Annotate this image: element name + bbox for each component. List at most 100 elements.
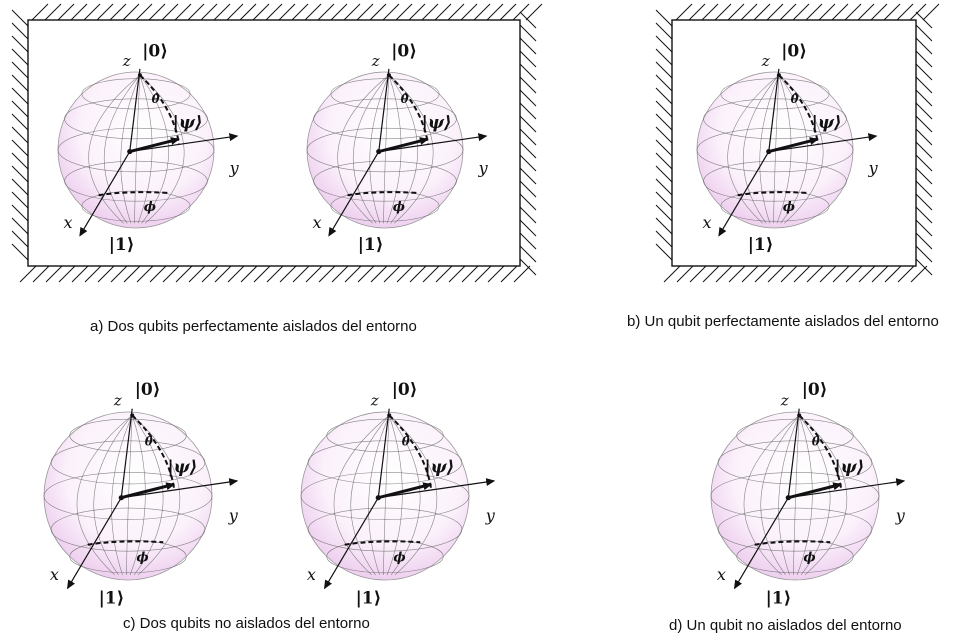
x-label: x <box>50 565 59 584</box>
caption-d: d) Un qubit no aislados del entorno <box>669 617 902 634</box>
frame-panel-b <box>655 3 940 283</box>
z-axis <box>378 68 390 152</box>
north-pole-dot <box>776 73 781 78</box>
x-label: x <box>307 565 316 584</box>
sphere-a-2: z |0⟩ θ |ψ⟩ y ϕ x |1⟩ <box>306 41 489 255</box>
x-axis <box>718 151 770 237</box>
theta-arc <box>388 414 433 490</box>
x-axis <box>734 497 789 590</box>
axes <box>79 68 239 237</box>
phi-arc <box>344 540 421 546</box>
theta-label: θ <box>402 435 410 449</box>
origin-dot <box>118 495 124 501</box>
theta-arc <box>798 414 843 490</box>
north-pole-dot <box>137 73 142 78</box>
psi-label: |ψ⟩ <box>812 113 842 133</box>
sphere-c-2: z |0⟩ θ |ψ⟩ y ϕ x |1⟩ <box>300 380 496 609</box>
caption-c: c) Dos qubits no aislados del entorno <box>123 615 370 632</box>
x-label: x <box>717 565 726 584</box>
state-vector <box>787 482 843 500</box>
z-label: z <box>761 52 770 70</box>
z-label: z <box>780 391 789 409</box>
ket0-label: |0⟩ <box>142 41 168 61</box>
ket1-label: |1⟩ <box>766 589 792 609</box>
theta-arc <box>139 74 180 144</box>
ket0-label: |0⟩ <box>781 41 807 61</box>
theta-label: θ <box>812 435 820 449</box>
z-label: z <box>122 52 131 70</box>
z-axis <box>120 408 133 498</box>
theta-label: θ <box>791 92 799 106</box>
z-axis <box>377 408 390 498</box>
sphere-grid <box>57 74 215 224</box>
ket1-label: |1⟩ <box>748 235 774 255</box>
phi-arc <box>347 191 418 197</box>
phi-label: ϕ <box>783 200 795 215</box>
axes <box>324 408 496 590</box>
theta-arc <box>388 74 429 144</box>
theta-label: θ <box>152 92 160 106</box>
phi-arc <box>98 191 169 197</box>
y-axis <box>129 133 239 153</box>
phi-label: ϕ <box>136 551 148 566</box>
y-label: y <box>868 158 879 177</box>
north-pole-dot <box>387 413 392 418</box>
sphere-d-1: z |0⟩ θ |ψ⟩ y ϕ x |1⟩ <box>710 380 906 609</box>
state-vector <box>768 137 819 154</box>
axes <box>328 68 488 237</box>
z-axis <box>787 408 800 498</box>
theta-arc <box>131 414 176 490</box>
sphere-grid <box>43 415 213 576</box>
origin-dot <box>766 148 772 155</box>
y-axis <box>788 478 906 499</box>
axes <box>734 408 906 590</box>
caption-a: a) Dos qubits perfectamente aislados del… <box>90 318 417 335</box>
state-vector <box>378 137 429 154</box>
x-axis <box>67 497 122 590</box>
axes <box>67 408 239 590</box>
state-vector <box>120 482 176 500</box>
ket0-label: |0⟩ <box>392 380 418 400</box>
sphere-grid <box>306 74 464 224</box>
phi-arc <box>737 191 808 197</box>
ket1-label: |1⟩ <box>356 589 382 609</box>
phi-label: ϕ <box>393 200 405 215</box>
phi-arc <box>87 540 164 546</box>
x-axis <box>79 151 131 237</box>
ket0-label: |0⟩ <box>802 380 828 400</box>
origin-dot <box>127 148 133 155</box>
x-axis <box>324 497 379 590</box>
sphere-c-1: z |0⟩ θ |ψ⟩ y ϕ x |1⟩ <box>43 380 239 609</box>
z-label: z <box>113 391 122 409</box>
theta-label: θ <box>401 92 409 106</box>
ket1-label: |1⟩ <box>99 589 125 609</box>
phi-label: ϕ <box>144 200 156 215</box>
psi-label: |ψ⟩ <box>834 457 864 477</box>
psi-label: |ψ⟩ <box>173 113 203 133</box>
x-axis <box>328 151 380 237</box>
sphere-grid <box>696 74 854 224</box>
ket1-label: |1⟩ <box>358 235 384 255</box>
y-label: y <box>229 158 240 177</box>
caption-b: b) Un qubit perfectamente aislados del e… <box>627 313 939 330</box>
z-axis <box>129 68 141 152</box>
x-label: x <box>312 213 321 232</box>
bloch-spheres: z |0⟩ θ |ψ⟩ y ϕ x |1⟩ z |0⟩ θ |ψ⟩ y ϕ x |1⟩ z |0⟩ θ |ψ⟩ y ϕ x |… <box>43 41 906 609</box>
origin-dot <box>376 148 382 155</box>
state-vector <box>129 137 180 154</box>
ket1-label: |1⟩ <box>109 235 135 255</box>
y-axis <box>768 133 878 153</box>
z-label: z <box>370 391 379 409</box>
y-label: y <box>228 506 239 525</box>
state-vector <box>377 482 433 500</box>
ket0-label: |0⟩ <box>391 41 417 61</box>
y-axis <box>378 478 496 499</box>
y-label: y <box>895 506 906 525</box>
sphere-b-1: z |0⟩ θ |ψ⟩ y ϕ x |1⟩ <box>696 41 879 255</box>
isolation-frames <box>11 3 940 283</box>
phi-label: ϕ <box>393 551 405 566</box>
origin-dot <box>785 495 791 501</box>
north-pole-dot <box>797 413 802 418</box>
phi-label: ϕ <box>803 551 815 566</box>
z-axis <box>768 68 780 152</box>
